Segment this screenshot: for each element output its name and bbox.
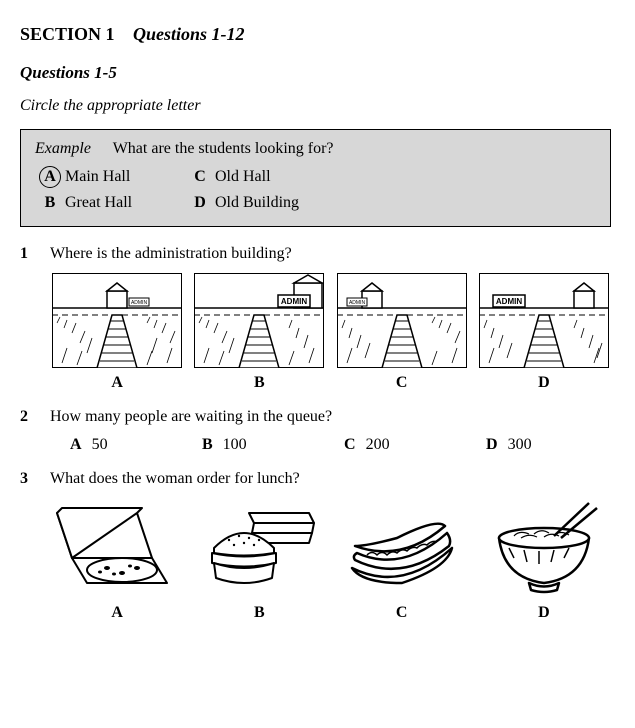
option-a-letter[interactable]: A <box>35 166 65 188</box>
example-options: A Main Hall C Old Hall B Great Hall D Ol… <box>35 166 596 212</box>
question-2: 2 How many people are waiting in the que… <box>20 408 611 454</box>
svg-text:ADMIN: ADMIN <box>281 297 307 306</box>
q3-choice-c[interactable]: C <box>335 498 469 622</box>
q2-choices: A 50 B 100 C 200 D 300 <box>70 436 611 454</box>
question-1: 1 Where is the administration building? … <box>20 245 611 392</box>
option-c-text[interactable]: Old Hall <box>215 168 355 186</box>
q3-text: What does the woman order for lunch? <box>50 470 300 488</box>
subheading: Questions 1-5 <box>20 63 611 83</box>
question-3: 3 What does the woman order for lunch? <box>20 470 611 622</box>
q2-choice-a[interactable]: A 50 <box>70 436 190 454</box>
section-title: SECTION 1 Questions 1-12 <box>20 24 611 45</box>
q1-image-choices: ADMIN A <box>50 273 611 392</box>
q1-choice-a-letter: A <box>50 374 184 392</box>
q1-choice-d-letter: D <box>477 374 611 392</box>
svg-text:ADMIN: ADMIN <box>131 300 148 306</box>
option-b-letter[interactable]: B <box>35 194 65 212</box>
q1-text: Where is the administration building? <box>50 245 292 263</box>
q2-number: 2 <box>20 408 50 426</box>
q3-choice-d-letter: D <box>477 604 611 622</box>
q1-number: 1 <box>20 245 50 263</box>
option-c-letter[interactable]: C <box>185 168 215 186</box>
example-box: Example What are the students looking fo… <box>20 129 611 227</box>
q3-choice-c-letter: C <box>335 604 469 622</box>
q3-choice-b-letter: B <box>192 604 326 622</box>
q3-choice-b[interactable]: B <box>192 498 326 622</box>
svg-text:ADMIN: ADMIN <box>349 300 366 306</box>
q1-choice-b-letter: B <box>192 374 326 392</box>
q3-image-choices: A B <box>50 498 611 622</box>
example-question: What are the students looking for? <box>113 140 334 157</box>
q2-choice-d[interactable]: D 300 <box>486 436 586 454</box>
q1-choice-a[interactable]: ADMIN A <box>50 273 184 392</box>
option-b-text[interactable]: Great Hall <box>65 194 185 212</box>
q3-choice-a[interactable]: A <box>50 498 184 622</box>
q3-number: 3 <box>20 470 50 488</box>
option-a-text[interactable]: Main Hall <box>65 168 185 186</box>
instruction: Circle the appropriate letter <box>20 97 611 115</box>
q2-choice-b[interactable]: B 100 <box>202 436 332 454</box>
q2-choice-c[interactable]: C 200 <box>344 436 474 454</box>
q1-choice-c[interactable]: ADMIN C <box>335 273 469 392</box>
section-range: Questions 1-12 <box>133 24 245 44</box>
q1-choice-d[interactable]: ADMIN D <box>477 273 611 392</box>
section-label: SECTION 1 <box>20 24 115 44</box>
q2-text: How many people are waiting in the queue… <box>50 408 332 426</box>
q1-choice-b[interactable]: ADMIN B <box>192 273 326 392</box>
q1-choice-c-letter: C <box>335 374 469 392</box>
q3-choice-d[interactable]: D <box>477 498 611 622</box>
example-label: Example <box>35 140 91 157</box>
q3-choice-a-letter: A <box>50 604 184 622</box>
example-header: Example What are the students looking fo… <box>35 140 596 158</box>
option-d-letter[interactable]: D <box>185 194 215 212</box>
option-d-text[interactable]: Old Building <box>215 194 355 212</box>
svg-text:ADMIN: ADMIN <box>496 297 522 306</box>
